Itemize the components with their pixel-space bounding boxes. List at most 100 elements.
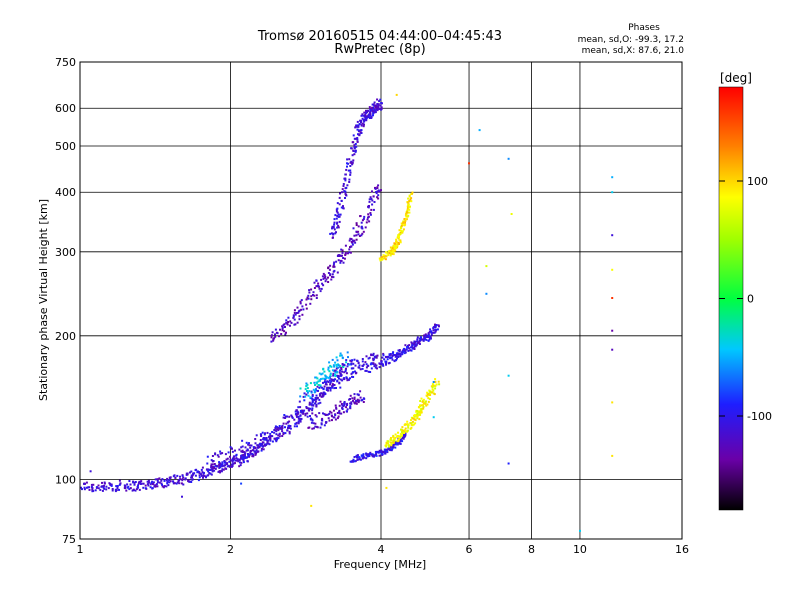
data-point bbox=[168, 479, 171, 481]
data-point bbox=[91, 487, 94, 490]
data-point bbox=[370, 197, 373, 200]
data-point bbox=[220, 464, 223, 467]
data-point bbox=[258, 443, 261, 446]
data-point bbox=[401, 440, 404, 443]
data-point bbox=[364, 226, 367, 229]
data-point bbox=[309, 302, 312, 305]
data-point bbox=[285, 415, 288, 418]
data-point bbox=[144, 487, 147, 490]
data-point bbox=[360, 121, 362, 124]
data-point bbox=[313, 391, 316, 394]
data-point bbox=[326, 413, 329, 416]
data-point bbox=[369, 107, 372, 110]
data-point bbox=[306, 390, 308, 392]
data-point bbox=[380, 106, 383, 109]
data-point bbox=[292, 316, 295, 319]
data-point bbox=[407, 203, 410, 206]
data-point bbox=[327, 276, 329, 279]
data-point bbox=[397, 439, 400, 442]
data-point bbox=[241, 445, 244, 448]
data-point bbox=[369, 213, 372, 216]
data-point bbox=[309, 396, 312, 399]
data-point bbox=[214, 464, 217, 467]
data-point bbox=[432, 331, 435, 334]
data-point bbox=[328, 375, 331, 378]
data-point bbox=[404, 223, 407, 226]
data-point bbox=[305, 385, 308, 387]
data-point bbox=[85, 481, 88, 484]
data-point bbox=[379, 451, 382, 454]
data-point bbox=[392, 442, 395, 444]
data-point bbox=[273, 429, 276, 431]
data-point bbox=[416, 417, 419, 420]
data-point bbox=[355, 231, 358, 234]
data-point bbox=[285, 422, 288, 425]
data-point bbox=[308, 409, 311, 412]
data-point bbox=[369, 113, 372, 116]
data-point bbox=[358, 366, 361, 369]
data-point bbox=[421, 400, 424, 403]
data-point bbox=[282, 422, 285, 425]
data-point bbox=[432, 381, 435, 383]
data-point bbox=[363, 111, 366, 114]
data-point bbox=[362, 114, 365, 117]
data-point bbox=[507, 374, 510, 377]
data-point bbox=[167, 484, 170, 487]
data-point bbox=[303, 399, 306, 402]
data-point bbox=[322, 284, 325, 287]
data-point bbox=[419, 407, 422, 410]
data-point bbox=[369, 212, 372, 214]
data-point bbox=[276, 428, 279, 431]
data-point bbox=[274, 333, 276, 336]
data-point bbox=[332, 374, 335, 377]
data-point bbox=[351, 154, 354, 157]
data-point bbox=[206, 468, 208, 471]
data-point bbox=[381, 102, 383, 105]
data-point bbox=[277, 437, 280, 440]
data-point bbox=[351, 243, 354, 246]
data-point bbox=[433, 331, 436, 334]
data-point bbox=[114, 488, 117, 491]
data-point bbox=[291, 415, 294, 418]
data-point bbox=[403, 429, 406, 432]
data-point bbox=[348, 239, 351, 242]
data-point bbox=[485, 292, 488, 295]
data-point bbox=[358, 364, 361, 367]
data-point bbox=[389, 353, 392, 355]
data-point bbox=[372, 359, 375, 362]
colorbar-tick-label: 100 bbox=[747, 175, 768, 188]
data-point bbox=[139, 483, 142, 485]
data-point bbox=[342, 205, 344, 208]
data-point bbox=[302, 412, 305, 415]
data-point bbox=[242, 453, 245, 456]
data-point bbox=[368, 455, 371, 457]
data-point bbox=[436, 328, 439, 331]
data-point bbox=[369, 112, 372, 115]
data-point bbox=[158, 477, 161, 480]
data-point bbox=[315, 405, 318, 408]
data-point bbox=[152, 481, 155, 484]
data-point bbox=[371, 199, 374, 202]
data-point bbox=[281, 327, 284, 330]
y-tick-label: 75 bbox=[62, 533, 76, 546]
data-point bbox=[360, 221, 363, 224]
data-point bbox=[337, 226, 340, 229]
data-point bbox=[274, 427, 277, 429]
data-point bbox=[390, 356, 393, 359]
data-point bbox=[390, 443, 393, 446]
data-point bbox=[332, 263, 335, 266]
data-point bbox=[415, 415, 418, 418]
data-point bbox=[172, 480, 175, 483]
data-point bbox=[190, 476, 193, 479]
data-point bbox=[611, 176, 614, 179]
data-point bbox=[428, 393, 430, 395]
data-point bbox=[283, 414, 286, 416]
data-point bbox=[392, 435, 395, 438]
data-point bbox=[310, 295, 313, 298]
data-point bbox=[368, 200, 371, 203]
data-point bbox=[311, 401, 314, 404]
data-point bbox=[402, 434, 405, 437]
data-point bbox=[316, 385, 319, 388]
data-point bbox=[353, 239, 356, 242]
data-point bbox=[429, 337, 432, 340]
